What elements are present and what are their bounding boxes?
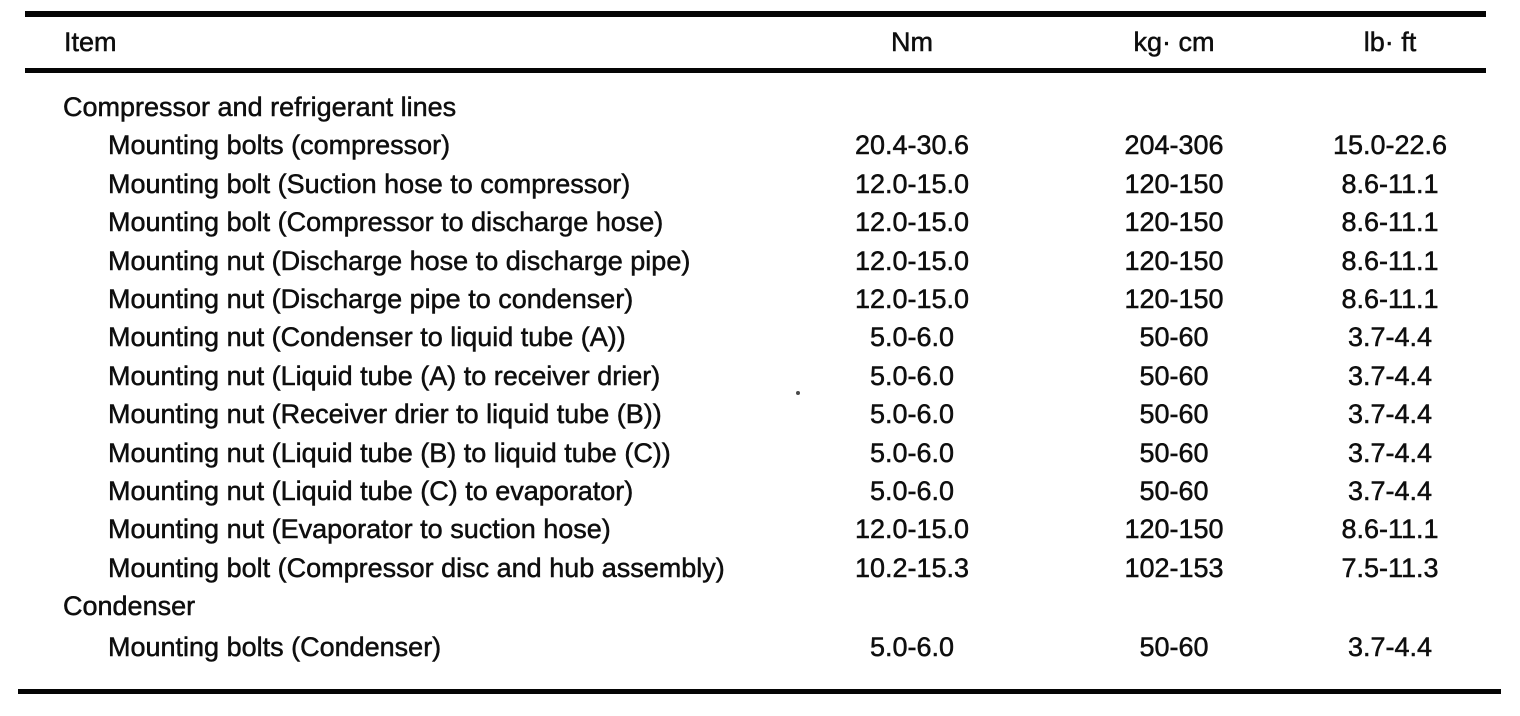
nm-value-cell: 5.0-6.0 <box>869 322 955 353</box>
kgcm-value-cell: 204-306 <box>1124 130 1224 161</box>
nm-value-cell: 20.4-30.6 <box>854 130 970 161</box>
table-row: Mounting nut (Condenser to liquid tube (… <box>0 318 1520 356</box>
item-cell: Mounting nut (Liquid tube (A) to receive… <box>108 360 661 391</box>
lbft-value-cell: 3.7-4.4 <box>1347 475 1433 507</box>
table-row: Mounting nut (Discharge hose to discharg… <box>0 242 1520 280</box>
nm-value-cell: 5.0-6.0 <box>869 360 955 391</box>
kgcm-value-cell: 50-60 <box>1139 360 1209 391</box>
kgcm-value-cell: 102-153 <box>1124 552 1224 583</box>
table-row: Mounting bolts (compressor) 20.4-30.6 204-… <box>0 126 1520 164</box>
nm-value-cell: 12.0-15.0 <box>854 245 970 276</box>
table-row: Mounting nut (Evaporator to suction hose… <box>0 510 1520 548</box>
column-header-item: Item <box>64 27 117 58</box>
table-row: Mounting nut (Liquid tube (B) to liquid … <box>0 434 1520 472</box>
item-cell: Mounting bolts (compressor) <box>108 130 451 161</box>
lbft-value-cell: 8.6-11.1 <box>1341 514 1439 545</box>
nm-value-cell: 5.0-6.0 <box>869 475 955 507</box>
lbft-value-cell: 3.7-4.4 <box>1347 437 1433 468</box>
nm-value-cell: 12.0-15.0 <box>854 514 970 545</box>
lbft-value-cell: 8.6-11.1 <box>1341 283 1439 315</box>
table-top-rule <box>25 11 1486 17</box>
column-header-nm: Nm <box>891 27 934 58</box>
lbft-value-cell: 3.7-4.4 <box>1347 632 1433 663</box>
item-cell: Mounting bolt (Suction hose to compresso… <box>108 168 631 200</box>
item-cell: Mounting bolt (Compressor disc and hub a… <box>108 552 725 583</box>
section-title-row: Condenser <box>0 587 1520 625</box>
nm-value-cell: 12.0-15.0 <box>854 168 970 200</box>
table-row: Mounting bolt (Suction hose to compresso… <box>0 165 1520 203</box>
item-cell: Mounting bolt (Compressor to discharge h… <box>108 207 664 238</box>
table-bottom-rule <box>18 689 1501 694</box>
lbft-value-cell: 3.7-4.4 <box>1347 399 1433 430</box>
table-row: Mounting nut (Discharge pipe to condense… <box>0 280 1520 318</box>
lbft-value-cell: 15.0-22.6 <box>1332 130 1448 161</box>
table-row: Mounting nut (Receiver drier to liquid t… <box>0 395 1520 433</box>
nm-value-cell: 5.0-6.0 <box>869 399 955 430</box>
nm-value-cell: 10.2-15.3 <box>854 552 970 583</box>
table-header-row: Item Nm kg· cm lb· ft <box>0 16 1520 68</box>
column-header-lbft: lb· ft <box>1363 27 1417 58</box>
nm-value-cell: 5.0-6.0 <box>869 437 955 468</box>
section-title-row: Compressor and refrigerant lines <box>0 88 1520 126</box>
lbft-value-cell: 3.7-4.4 <box>1347 360 1433 391</box>
item-cell: Mounting nut (Evaporator to suction hose… <box>108 514 611 545</box>
nm-value-cell: 12.0-15.0 <box>854 283 970 315</box>
kgcm-value-cell: 120-150 <box>1124 283 1224 315</box>
kgcm-value-cell: 50-60 <box>1139 399 1209 430</box>
kgcm-value-cell: 120-150 <box>1124 514 1224 545</box>
kgcm-value-cell: 120-150 <box>1124 168 1224 200</box>
item-cell: Mounting nut (Discharge hose to discharg… <box>108 245 691 276</box>
column-header-kgcm: kg· cm <box>1133 27 1215 58</box>
item-cell: Mounting nut (Discharge pipe to condense… <box>108 283 634 315</box>
lbft-value-cell: 3.7-4.4 <box>1347 322 1433 353</box>
nm-value-cell: 5.0-6.0 <box>869 632 955 663</box>
table-row: Mounting bolt (Compressor disc and hub a… <box>0 549 1520 587</box>
lbft-value-cell: 8.6-11.1 <box>1341 168 1439 200</box>
item-cell: Mounting nut (Liquid tube (B) to liquid … <box>108 437 671 468</box>
kgcm-value-cell: 50-60 <box>1139 475 1209 507</box>
table-row: Mounting bolt (Compressor to discharge h… <box>0 203 1520 241</box>
table-body: Compressor and refrigerant lines Mounting… <box>0 88 1520 667</box>
kgcm-value-cell: 50-60 <box>1139 322 1209 353</box>
nm-value-cell: 12.0-15.0 <box>854 207 970 238</box>
section-title: Compressor and refrigerant lines <box>63 92 457 123</box>
scan-artifact-dot <box>796 391 800 395</box>
item-cell: Mounting nut (Condenser to liquid tube (… <box>108 322 626 353</box>
table-row: Mounting nut (Liquid tube (A) to receive… <box>0 357 1520 395</box>
table-row: Mounting nut (Liquid tube (C) to evapora… <box>0 472 1520 510</box>
lbft-value-cell: 7.5-11.3 <box>1341 552 1439 583</box>
header-separator-rule <box>25 68 1486 73</box>
kgcm-value-cell: 120-150 <box>1124 207 1224 238</box>
item-cell: Mounting bolts (Condenser) <box>108 632 442 663</box>
lbft-value-cell: 8.6-11.1 <box>1341 245 1439 276</box>
kgcm-value-cell: 120-150 <box>1124 245 1224 276</box>
kgcm-value-cell: 50-60 <box>1139 437 1209 468</box>
item-cell: Mounting nut (Receiver drier to liquid t… <box>108 399 662 430</box>
section-title: Condenser <box>63 591 196 622</box>
kgcm-value-cell: 50-60 <box>1139 632 1209 663</box>
item-cell: Mounting nut (Liquid tube (C) to evapora… <box>108 475 634 507</box>
table-row: Mounting bolts (Condenser) 5.0-6.0 50-60 3.… <box>0 628 1520 666</box>
lbft-value-cell: 8.6-11.1 <box>1341 207 1439 238</box>
